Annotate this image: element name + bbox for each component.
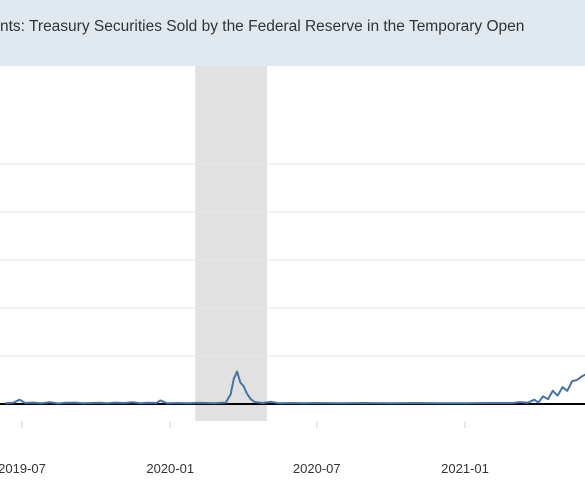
chart-title-bar: nts: Treasury Securities Sold by the Fed… bbox=[0, 0, 585, 66]
x-tick-label: 2019-07 bbox=[0, 461, 46, 476]
x-tick-label: 2021-01 bbox=[441, 461, 489, 476]
data-series-line bbox=[5, 370, 585, 405]
gridlines bbox=[0, 163, 585, 357]
chart-title: nts: Treasury Securities Sold by the Fed… bbox=[0, 18, 525, 35]
x-tick-label: 2020-07 bbox=[293, 461, 341, 476]
recession-shading bbox=[195, 66, 267, 421]
x-tick-label: 2020-01 bbox=[146, 461, 194, 476]
